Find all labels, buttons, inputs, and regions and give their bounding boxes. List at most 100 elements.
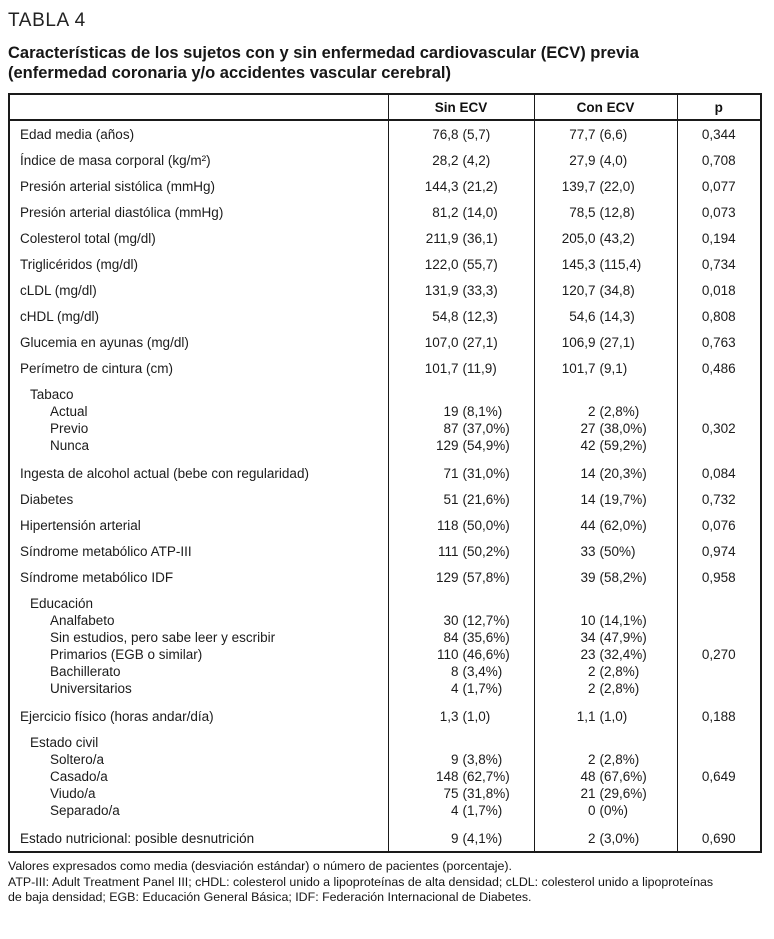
- row-label-cell: cHDL (mg/dl): [20, 308, 100, 324]
- value-mean: 51: [443, 491, 459, 507]
- value-mean: 84: [443, 630, 459, 645]
- p-line: 0,302: [701, 421, 736, 436]
- blank-line: [535, 386, 677, 403]
- cell-sin-ecv: 81,2 (14,0): [387, 199, 534, 225]
- cell-p-value: 0,763: [676, 329, 761, 355]
- value-mean: 9: [450, 830, 459, 846]
- p-line: [678, 612, 761, 629]
- group-item-label: Nunca: [50, 438, 90, 453]
- p-line: [678, 403, 761, 420]
- cell-sin-ecv: 9 (4,1%): [387, 825, 534, 852]
- value: 87 (37,0%): [389, 420, 534, 437]
- value-mean: 34: [580, 630, 596, 645]
- value-sd: (115,4): [599, 256, 642, 272]
- value: 4 (1,7%): [389, 802, 534, 819]
- cell-p-value: 0,649: [676, 729, 761, 825]
- cell-p-value: 0,344: [676, 120, 761, 147]
- table-row: Colesterol total (mg/dl) 211,9 (36,1) 205,0…: [9, 225, 761, 251]
- value: 14 (19,7%): [535, 492, 677, 507]
- group-item-label: Viudo/a: [50, 786, 96, 801]
- value: 9 (3,8%): [389, 751, 534, 768]
- cell-p-value: 0,076: [676, 512, 761, 538]
- value-sd: (35,6%): [462, 630, 510, 645]
- value-mean: 30: [443, 613, 459, 628]
- value: 144,3 (21,2): [389, 179, 534, 194]
- cell-sin-ecv: 9 (3,8%) 148 (62,7%) 75 (31,8%) 4 (1,7%): [387, 729, 534, 825]
- group-item-label: Analfabeto: [50, 613, 115, 628]
- value-sd: (27,1): [599, 334, 635, 350]
- value-line: 4 (1,7%): [389, 802, 534, 819]
- value-line: 110 (46,6%): [389, 646, 534, 663]
- value-sd: (1,0): [462, 708, 491, 724]
- group-item-label: Previo: [50, 421, 89, 436]
- value-sd: (2,8%): [599, 752, 640, 767]
- cell-p-value: 0,808: [676, 303, 761, 329]
- table-row: Diabetes 51 (21,6%) 14 (19,7%) 0,732: [9, 486, 761, 512]
- row-label-cell: Edad media (años): [20, 126, 135, 142]
- cell-p-value: 0,270: [676, 590, 761, 703]
- value-mean: 21: [580, 786, 596, 801]
- value-line: 75 (31,8%): [389, 785, 534, 802]
- cell-con-ecv: 14 (19,7%): [533, 486, 677, 512]
- cell-p-value: 0,194: [676, 225, 761, 251]
- group-label: Tabaco: [30, 387, 74, 402]
- value-mean: 1,3: [439, 708, 459, 724]
- cell-sin-ecv: 211,9 (36,1): [387, 225, 534, 251]
- table-group-row: Educación Analfabeto Sin estudios, pero sa…: [9, 590, 761, 703]
- group-label: Educación: [30, 596, 94, 611]
- table-title: Características de los sujetos con y sin…: [8, 43, 766, 83]
- value: 48 (67,6%): [535, 768, 677, 785]
- p-line: [678, 680, 761, 697]
- value: 34 (47,9%): [535, 629, 677, 646]
- cell-con-ecv: 27,9 (4,0): [533, 147, 677, 173]
- row-label-cell: Presión arterial diastólica (mmHg): [20, 204, 224, 220]
- value-sd: (8,1%): [462, 404, 503, 419]
- row-label-cell: Índice de masa corporal (kg/m²): [20, 152, 211, 168]
- cell-p-value: 0,734: [676, 251, 761, 277]
- value-mean: 9: [450, 752, 459, 767]
- col-header-empty: [9, 94, 388, 121]
- value: 71 (31,0%): [389, 466, 534, 481]
- cell-con-ecv: 78,5 (12,8): [533, 199, 677, 225]
- cell-p-value: 0,018: [676, 277, 761, 303]
- value: 84 (35,6%): [389, 629, 534, 646]
- value-mean: 39: [580, 569, 596, 585]
- value: 122,0 (55,7): [389, 257, 534, 272]
- value: 1,1 (1,0): [535, 709, 677, 724]
- value: 2 (2,8%): [535, 403, 677, 420]
- value-mean: 23: [580, 647, 596, 662]
- row-label-cell: Estado nutricional: posible desnutrición: [20, 830, 255, 846]
- cell-sin-ecv: 129 (57,8%): [387, 564, 534, 590]
- value-line: 2 (2,8%): [535, 403, 677, 420]
- value-mean: 144,3: [424, 178, 459, 194]
- value: 111 (50,2%): [389, 544, 534, 559]
- value-sd: (11,9): [462, 360, 497, 376]
- value-sd: (12,3): [462, 308, 498, 324]
- value-sd: (27,1): [462, 334, 498, 350]
- value-sd: (62,7%): [462, 769, 510, 784]
- value-line: 8 (3,4%): [389, 663, 534, 680]
- cell-con-ecv: 14 (20,3%): [533, 460, 677, 486]
- cell-p-value: 0,084: [676, 460, 761, 486]
- value-sd: (31,8%): [462, 786, 510, 801]
- value-sd: (43,2): [599, 230, 635, 246]
- value-line: 19 (8,1%): [389, 403, 534, 420]
- value: 2 (2,8%): [535, 680, 677, 697]
- cell-sin-ecv: 30 (12,7%) 84 (35,6%) 110 (46,6%) 8 (3,4%) 4 (1,7…: [387, 590, 534, 703]
- value-mean: 101,7: [561, 360, 596, 376]
- cell-sin-ecv: 122,0 (55,7): [387, 251, 534, 277]
- value: 129 (57,8%): [389, 570, 534, 585]
- table-row: Síndrome metabólico IDF 129 (57,8%) 39 (58,2…: [9, 564, 761, 590]
- value: 30 (12,7%): [389, 612, 534, 629]
- row-label-cell: Estado civil Soltero/a Casado/a Viudo/a Sepa…: [9, 729, 388, 825]
- value-sd: (21,2): [462, 178, 498, 194]
- value: 23 (32,4%): [535, 646, 677, 663]
- value-sd: (4,2): [462, 152, 491, 168]
- cell-sin-ecv: 101,7 (11,9): [387, 355, 534, 381]
- footnote-line: Valores expresados como media (desviació…: [8, 859, 512, 873]
- value-sd: (1,7%): [462, 803, 503, 818]
- value: 129 (54,9%): [389, 437, 534, 454]
- value-sd: (6,6): [599, 126, 628, 142]
- value-line: 42 (59,2%): [535, 437, 677, 454]
- value-sd: (2,8%): [599, 404, 640, 419]
